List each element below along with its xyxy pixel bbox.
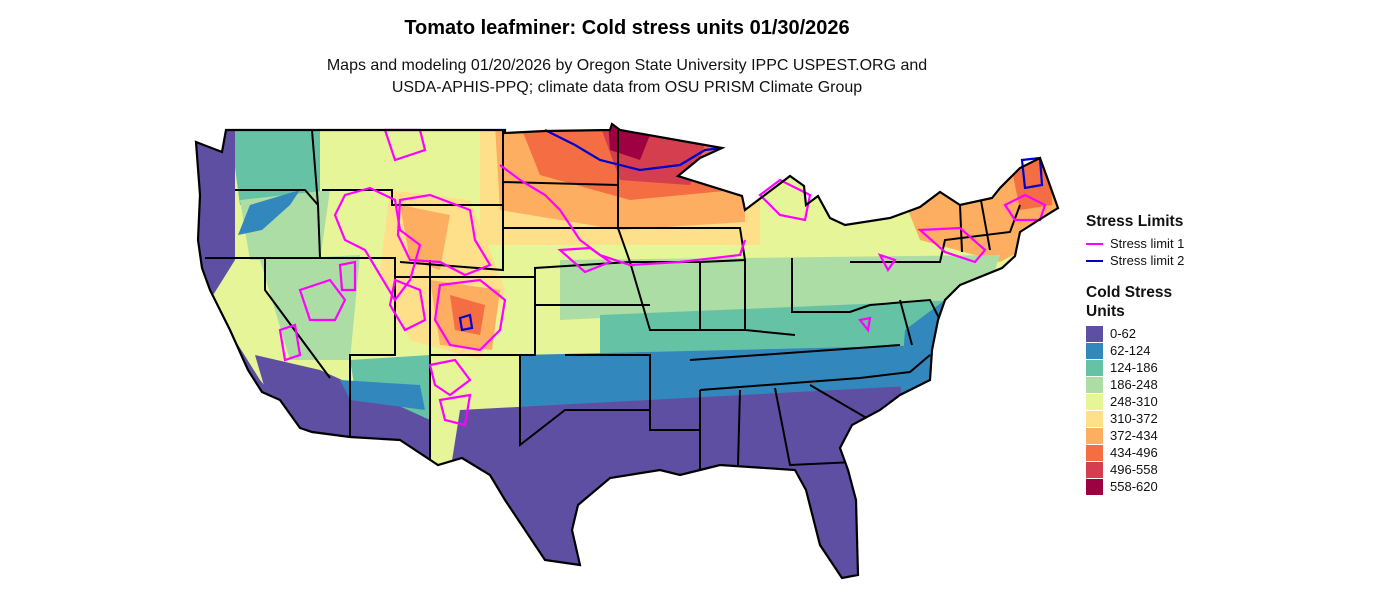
legend-label: 310-372 <box>1110 411 1158 426</box>
legend-swatch <box>1086 428 1103 444</box>
legend-label: 186-248 <box>1110 377 1158 392</box>
legend-swatch <box>1086 445 1103 461</box>
stress-limit-2-line <box>1086 260 1103 262</box>
stress-limit-2-contours <box>458 129 1044 332</box>
legend-label: 558-620 <box>1110 479 1158 494</box>
legend-label: 0-62 <box>1110 326 1137 341</box>
legend-label: 124-186 <box>1110 360 1158 375</box>
legend-swatch <box>1086 360 1103 376</box>
legend-swatch <box>1086 343 1103 359</box>
legend-swatch <box>1086 479 1103 495</box>
state-boundaries <box>205 129 1021 470</box>
legend-swatch <box>1086 377 1103 393</box>
legend-label: 372-434 <box>1110 428 1158 443</box>
stress-legend-title: Stress Limits <box>1086 213 1184 230</box>
legend-label: 248-310 <box>1110 394 1158 409</box>
us-cold-stress-map <box>194 122 1060 580</box>
legend-swatch <box>1086 326 1103 342</box>
subtitle-line-2: USDA-APHIS-PPQ; climate data from OSU PR… <box>391 79 863 96</box>
raster-field <box>196 124 1058 578</box>
legend-label: 434-496 <box>1110 445 1158 460</box>
subtitle-line-1: Maps and modeling 01/20/2026 by Oregon S… <box>326 57 928 74</box>
legend-swatch <box>1086 394 1103 410</box>
legend-label: 62-124 <box>1110 343 1151 358</box>
legend-swatch <box>1086 411 1103 427</box>
stress-limit-1-contours <box>278 128 1047 427</box>
map-subtitle: Maps and modeling 01/20/2026 by Oregon S… <box>0 55 1254 99</box>
legend-swatch <box>1086 462 1103 478</box>
stress-limit-1-line <box>1086 243 1103 245</box>
units-legend-title: Cold Stress Units <box>1086 284 1173 320</box>
us-outline <box>194 122 1060 580</box>
legend-label: 496-558 <box>1110 462 1158 477</box>
map-title: Tomato leafminer: Cold stress units 01/3… <box>404 17 850 39</box>
